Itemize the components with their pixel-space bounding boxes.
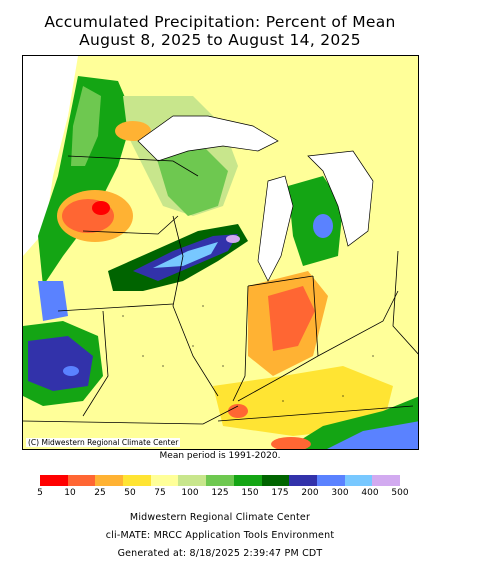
legend-swatch-6 (206, 475, 234, 486)
precip-zone-ks-blue (38, 281, 68, 321)
legend-swatch-9 (289, 475, 317, 486)
map-subtitle: August 8, 2025 to August 14, 2025 (79, 31, 361, 49)
legend-tick-400: 400 (361, 488, 379, 498)
precip-zone-il-purple (226, 235, 240, 243)
legend-colorbar (40, 475, 400, 486)
precip-zone-west-green (38, 76, 133, 286)
legend-swatch-5 (178, 475, 207, 486)
map-title: Accumulated Precipitation: Percent of Me… (44, 13, 396, 31)
precip-zone-wi-green (153, 141, 228, 216)
legend-tick-150: 150 (241, 488, 259, 498)
legend-tick-75: 75 (154, 488, 166, 498)
precipitation-map: (C) Midwestern Regional Climate Center (22, 55, 419, 450)
legend-tick-200: 200 (301, 488, 319, 498)
precip-zone-ia-lightblue (153, 242, 218, 268)
legend-swatch-12 (372, 475, 400, 486)
legend-swatch-2 (95, 475, 124, 486)
precip-zone-sw-blue (28, 336, 93, 391)
lake-superior (137, 115, 279, 162)
legend-tick-300: 300 (331, 488, 349, 498)
footer-tool: cli-MATE: MRCC Application Tools Environ… (105, 530, 335, 541)
legend-swatch-8 (261, 475, 290, 486)
legend-swatch-1 (67, 475, 96, 486)
state-boundaries (23, 155, 418, 425)
precip-zone-se-blue (327, 421, 418, 449)
map-svg (23, 56, 418, 449)
legend-ticks: 5 10 25 50 75 100 125 150 175 200 300 400 500 (0, 488, 484, 502)
mean-period-note: Mean period is 1991-2020. (159, 451, 281, 461)
precip-zone-ky-orange (228, 404, 248, 418)
legend-tick-10: 10 (64, 488, 76, 498)
precip-zone-ky-yellow (213, 366, 393, 436)
precip-zone-sw-lightblue (63, 366, 79, 376)
precip-zone-tn-orange (271, 437, 311, 449)
legend-tick-25: 25 (94, 488, 106, 498)
precip-zone-west-lightgreen (71, 86, 101, 166)
legend-tick-5: 5 (37, 488, 43, 498)
legend-tick-50: 50 (124, 488, 136, 498)
stipple-dots (122, 305, 374, 402)
precip-zone-mi-blue (313, 214, 333, 238)
legend-swatch-0 (40, 475, 68, 486)
precip-zone-mn-red (92, 201, 110, 215)
lake-michigan (257, 175, 294, 282)
precip-zone-in-redorange (268, 286, 315, 351)
legend-swatch-10 (316, 475, 345, 486)
legend-tick-500: 500 (391, 488, 409, 498)
no-data-area (23, 56, 78, 256)
lake-huron (307, 150, 374, 247)
legend-swatch-3 (123, 475, 151, 486)
legend-swatch-7 (233, 475, 262, 486)
precip-zone-upper-orange (115, 121, 151, 141)
map-credit: (C) Midwestern Regional Climate Center (26, 438, 181, 447)
legend-tick-100: 100 (181, 488, 199, 498)
legend-tick-175: 175 (271, 488, 289, 498)
legend-swatch-11 (344, 475, 373, 486)
legend-tick-125: 125 (211, 488, 229, 498)
footer-org: Midwestern Regional Climate Center (129, 512, 311, 523)
footer-generated: Generated at: 8/18/2025 2:39:47 PM CDT (117, 548, 323, 559)
legend-swatch-4 (150, 475, 179, 486)
